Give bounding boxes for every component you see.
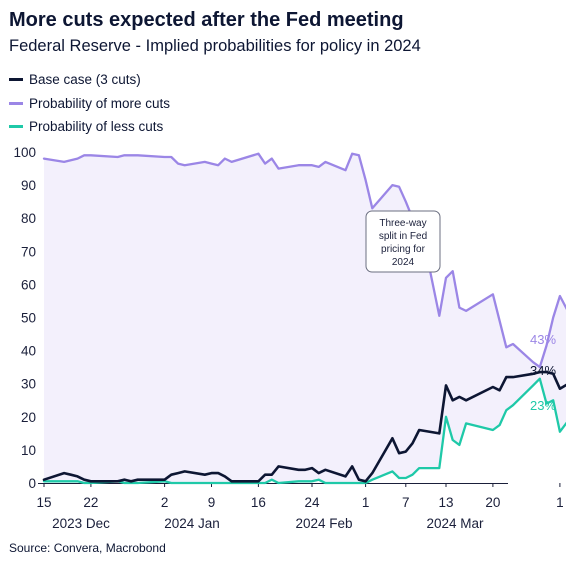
- x-tick-label: 22: [83, 495, 98, 510]
- y-tick-label: 60: [21, 277, 36, 292]
- y-tick-label: 50: [21, 311, 36, 326]
- x-tick-label: 1: [362, 495, 370, 510]
- x-tick-label: 24: [304, 495, 320, 510]
- chart-title: More cuts expected after the Fed meeting: [9, 9, 404, 31]
- annotation-box: [365, 210, 441, 273]
- x-month-label: 2024 Feb: [295, 516, 352, 531]
- legend-label-more: Probability of more cuts: [29, 95, 171, 111]
- end-label-less: 23%: [530, 398, 556, 413]
- y-tick-label: 70: [21, 244, 36, 259]
- y-tick-label: 30: [21, 377, 36, 392]
- y-tick-label: 90: [21, 178, 36, 193]
- legend: Base case (3 cuts) Probability of more c…: [9, 68, 170, 139]
- shaded-range-area: [44, 153, 566, 483]
- legend-label-less: Probability of less cuts: [29, 119, 164, 135]
- end-label-more: 43%: [530, 332, 556, 347]
- series-line-base-case: [42, 370, 566, 483]
- y-tick-label: 20: [21, 410, 36, 425]
- legend-item-less: Probability of less cuts: [9, 115, 170, 139]
- y-tick-label: 40: [21, 344, 36, 359]
- chart-subtitle: Federal Reserve - Implied probabilities …: [9, 37, 421, 55]
- series-line-more-cuts: [42, 152, 566, 369]
- x-tick-label: 16: [251, 495, 266, 510]
- y-tick-label: 0: [28, 476, 36, 491]
- end-label-base: 34%: [530, 363, 556, 378]
- legend-swatch-less: [9, 125, 23, 129]
- x-tick-label: 15: [36, 495, 51, 510]
- y-tick-label: 10: [21, 443, 36, 458]
- series-line-less-cuts: [42, 377, 566, 485]
- annotation-text: split in Fed: [379, 231, 427, 242]
- legend-item-more: Probability of more cuts: [9, 92, 170, 116]
- x-tick-label: 13: [438, 495, 453, 510]
- legend-swatch-base: [9, 78, 23, 82]
- x-tick-label: 7: [402, 495, 410, 510]
- x-month-label: 2024 Jan: [164, 516, 220, 531]
- x-tick-label: 9: [208, 495, 216, 510]
- annotation-text: pricing for: [381, 244, 426, 255]
- annotation-text: Three-way: [379, 218, 426, 229]
- x-month-label: 2023 Dec: [52, 516, 110, 531]
- legend-label-base: Base case (3 cuts): [29, 72, 141, 88]
- annotation-text: 2024: [392, 257, 415, 268]
- x-month-label: 2024 Mar: [426, 516, 484, 531]
- legend-item-base: Base case (3 cuts): [9, 68, 170, 92]
- y-tick-label: 100: [13, 145, 36, 160]
- source-note: Source: Convera, Macrobond: [9, 541, 166, 555]
- legend-swatch-more: [9, 101, 23, 105]
- x-tick-label: 2: [161, 495, 169, 510]
- x-tick-label: 20: [485, 495, 500, 510]
- y-tick-label: 80: [21, 211, 36, 226]
- x-tick-label: 1: [556, 495, 564, 510]
